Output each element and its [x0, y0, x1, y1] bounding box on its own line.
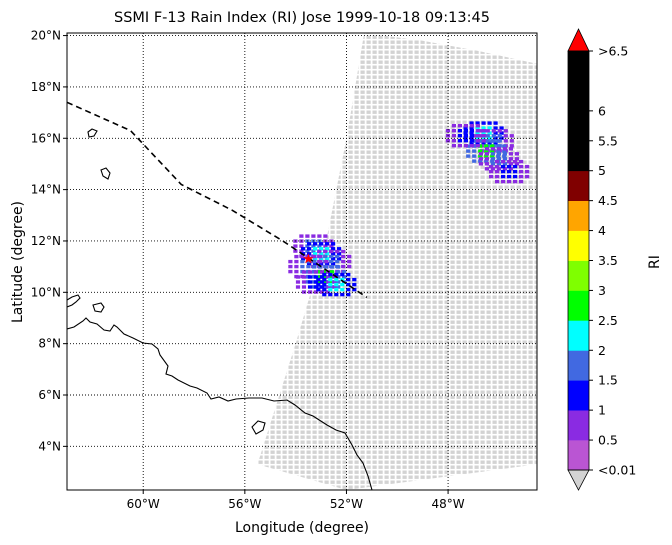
- storm-position-marker: [303, 253, 314, 264]
- y-tick-label: 6°N: [38, 388, 61, 402]
- gridlines: [67, 33, 537, 490]
- colorbar-tick-label: 4: [598, 223, 606, 238]
- colorbar-tick-label: 0.5: [598, 433, 618, 448]
- map-plot-area: [66, 32, 538, 491]
- coastline-layer: [67, 128, 373, 490]
- colorbar-bin: [568, 440, 589, 471]
- colorbar-bin: [568, 200, 589, 231]
- x-tick-label: 56°W: [228, 497, 261, 511]
- x-axis-label: Longitude (degree): [235, 520, 369, 536]
- south-america-coastline: [67, 317, 373, 490]
- colorbar-under-arrow: [567, 469, 590, 491]
- colorbar-bin: [568, 260, 589, 291]
- colorbar-tick-label: 3: [598, 283, 606, 298]
- trinidad-island: [92, 302, 105, 313]
- colorbar-tick-label: 2: [598, 343, 606, 358]
- guadeloupe-island: [100, 167, 111, 180]
- colorbar-bin: [568, 230, 589, 261]
- y-tick-label: 10°N: [31, 285, 61, 299]
- y-tick-label: 20°N: [31, 29, 61, 43]
- colorbar: <0.01 0.5 1 1.5 2 2.5 3 3.5 4 4.5 5 5.5 6 >6.5: [567, 28, 636, 491]
- colorbar-tick-label: 6: [598, 103, 606, 118]
- y-axis-ticks: 4°N 6°N 8°N 10°N 12°N 14°N 16°N 18°N 20°N: [31, 29, 67, 453]
- x-tick-label: 52°W: [330, 497, 363, 511]
- colorbar-tick-label: 1.5: [598, 373, 618, 388]
- y-tick-label: 4°N: [38, 439, 61, 453]
- colorbar-bin: [568, 110, 589, 142]
- colorbar-bin: [568, 170, 589, 201]
- y-tick-label: 12°N: [31, 234, 61, 248]
- x-tick-label: 60°W: [127, 497, 160, 511]
- colorbar-tick-label: 1: [598, 403, 606, 418]
- colorbar-tick-label: <0.01: [598, 463, 636, 478]
- venezuela-gulf-coastline: [67, 294, 81, 308]
- colorbar-tick-label: 5.5: [598, 133, 618, 148]
- colorbar-bin: [568, 320, 589, 351]
- rain-cell: [489, 159, 530, 184]
- y-tick-label: 16°N: [31, 131, 61, 145]
- plot-frame: [66, 32, 538, 491]
- colorbar-tick-label: >6.5: [598, 44, 628, 59]
- colorbar-bin: [568, 140, 589, 172]
- colorbar-bin: [568, 51, 589, 82]
- marajo-island: [251, 420, 266, 435]
- y-axis-label: Latitude (degree): [10, 201, 26, 323]
- colorbar-tick-label: 5: [598, 163, 606, 178]
- rain-cell: [478, 147, 519, 171]
- colorbar-over-arrow: [567, 28, 590, 52]
- rain-cell: [316, 272, 357, 297]
- colorbar-tick-label: 2.5: [598, 313, 618, 328]
- colorbar-label: RI: [647, 255, 663, 269]
- colorbar-bin: [568, 290, 589, 321]
- colorbar-tick-label: 4.5: [598, 193, 618, 208]
- y-tick-label: 14°N: [31, 183, 61, 197]
- y-tick-label: 18°N: [31, 80, 61, 94]
- antigua-island: [87, 128, 98, 138]
- colorbar-tick-label: 3.5: [598, 253, 618, 268]
- rain-cell: [301, 242, 342, 266]
- x-tick-label: 48°W: [432, 497, 465, 511]
- y-tick-label: 8°N: [38, 337, 61, 351]
- x-axis-ticks: 60°W 56°W 52°W 48°W: [127, 490, 465, 511]
- colorbar-bin: [568, 80, 589, 112]
- chart-title: SSMI F-13 Rain Index (RI) Jose 1999-10-1…: [114, 10, 490, 26]
- colorbar-bin: [568, 350, 589, 381]
- storm-track-line: [67, 101, 368, 299]
- colorbar-bin: [568, 410, 589, 441]
- rain-cell: [463, 121, 504, 145]
- colorbar-bin: [568, 380, 589, 411]
- rain-cell: [466, 139, 507, 163]
